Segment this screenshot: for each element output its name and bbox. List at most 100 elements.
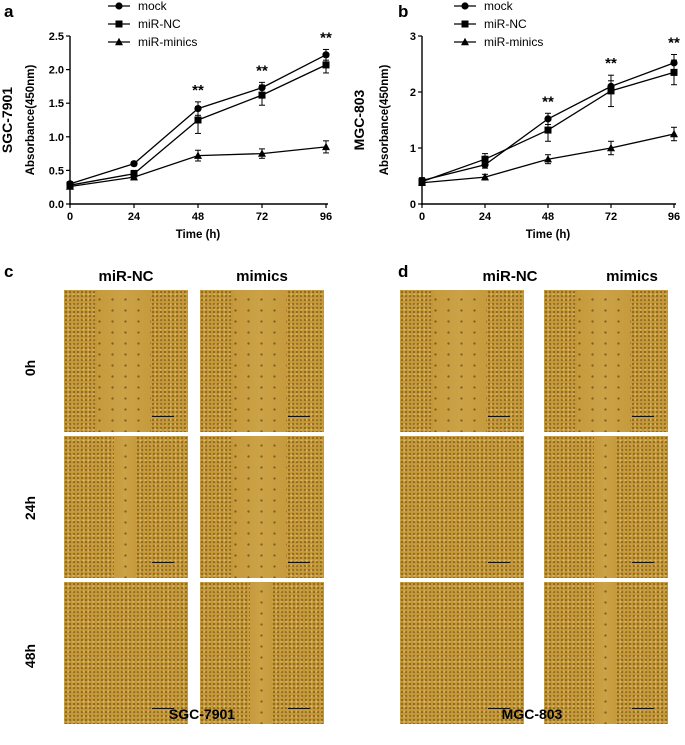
significance-marker: ** (256, 62, 268, 79)
legend-label-miR-minics: miR-minics (138, 35, 197, 49)
scale-bar (288, 561, 310, 563)
scale-bar (632, 415, 654, 417)
micrograph-mgc-803-mir-nc-0h (400, 290, 524, 432)
cell-layer (400, 582, 524, 724)
data-point-miR-minics (194, 151, 202, 159)
legend-marker-miR-minics (461, 37, 469, 46)
y-tick-label: 2 (410, 87, 416, 99)
legend-label-mock: mock (138, 0, 168, 13)
scale-bar (152, 561, 174, 563)
col-header-c-mimics: mimics (236, 268, 288, 285)
data-point-miR-minics (130, 172, 138, 181)
cell-layer-left (400, 290, 434, 432)
x-axis-label: Time (h) (176, 229, 221, 241)
cell-layer-right (271, 582, 324, 724)
cell-layer-right (630, 290, 668, 432)
x-tick-label: 72 (605, 211, 617, 223)
cell-layer-left (64, 436, 114, 578)
micrograph-mgc-803-mir-nc-24h (400, 436, 524, 578)
cell-layer (400, 436, 524, 578)
x-tick-label: 0 (419, 211, 425, 223)
panel-label-b: b (398, 2, 409, 21)
row-label-48h: 48h (22, 643, 38, 669)
cell-layer-right (150, 290, 188, 432)
x-axis-label: Time (h) (526, 229, 571, 241)
cell-layer-right (615, 582, 668, 724)
x-tick-label: 72 (256, 211, 268, 223)
cell-layer-right (486, 290, 524, 432)
cell-line-axis-title: SGC-7901 (0, 87, 15, 153)
micrograph-sgc-7901-mir-nc-0h (64, 290, 188, 432)
scale-bar (152, 415, 174, 417)
x-tick-label: 0 (67, 211, 73, 223)
legend-label-miR-NC: miR-NC (484, 17, 527, 31)
legend-label-miR-minics: miR-minics (484, 35, 543, 49)
cell-layer-right (286, 290, 324, 432)
data-point-miR-NC (670, 68, 678, 76)
micrograph-sgc-7901-mimics-24h (200, 436, 324, 578)
micrograph-sgc-7901-mir-nc-24h (64, 436, 188, 578)
data-point-miR-minics (607, 143, 615, 152)
cell-layer-right (615, 436, 668, 578)
data-point-miR-NC (258, 91, 266, 99)
cell-layer-right (286, 436, 324, 578)
y-tick-label: 1.5 (49, 98, 64, 110)
scale-bar (488, 707, 510, 709)
col-header-c-mirnc: miR-NC (98, 268, 154, 285)
scale-bar (288, 415, 310, 417)
x-tick-label: 24 (479, 211, 492, 223)
data-point-miR-minics (670, 129, 678, 138)
scale-bar (632, 561, 654, 563)
chart-b: 0 1 2 3 0 24 48 72 96 Time (h) Absorbance(450nm) MG… (351, 0, 680, 241)
legend-marker-miR-minics (115, 37, 123, 46)
data-point-miR-minics (481, 172, 489, 181)
scale-bar (288, 707, 310, 709)
cell-line-axis-title: MGC-803 (351, 89, 367, 150)
cell-layer-left (544, 582, 594, 724)
significance-marker: ** (192, 82, 204, 99)
data-point-miR-minics (258, 149, 266, 157)
cell-line-label-mgc803: MGC-803 (501, 706, 563, 722)
micrograph-sgc-7901-mimics-48h (200, 582, 324, 724)
cell-layer-left (544, 436, 594, 578)
data-point-miR-NC (607, 87, 615, 95)
y-tick-label: 0.0 (49, 199, 64, 211)
data-point-miR-NC (322, 61, 330, 69)
col-header-d-mirnc: miR-NC (482, 268, 538, 285)
micrograph-sgc-7901-mimics-0h (200, 290, 324, 432)
micrograph-mgc-803-mimics-24h (544, 436, 668, 578)
legend-marker-miR-NC (115, 20, 123, 28)
x-tick-label: 96 (320, 211, 332, 223)
data-point-miR-NC (194, 116, 202, 124)
cell-line-label-sgc7901: SGC-7901 (168, 706, 236, 722)
legend-marker-miR-NC (461, 20, 469, 28)
y-axis-label: Absorbance(450nm) (25, 65, 37, 176)
cell-layer-left (200, 436, 234, 578)
scale-bar (632, 707, 654, 709)
col-header-d-mimics: mimics (606, 268, 658, 285)
y-tick-label: 1 (410, 143, 416, 155)
row-label-24h: 24h (22, 495, 38, 521)
cell-layer-left (544, 290, 578, 432)
legend-marker-mock (115, 2, 123, 10)
cell-layer (64, 582, 188, 724)
x-tick-label: 48 (542, 211, 554, 223)
micrograph-sgc-7901-mir-nc-48h (64, 582, 188, 724)
micrograph-mgc-803-mimics-48h (544, 582, 668, 724)
significance-marker: ** (668, 34, 680, 51)
data-point-miR-NC (544, 126, 552, 134)
panel-label-d: d (398, 262, 409, 281)
y-axis-label: Absorbance(450nm) (379, 65, 391, 176)
significance-marker: ** (605, 55, 617, 72)
legend-label-miR-NC: miR-NC (138, 17, 181, 31)
cell-layer-left (200, 290, 234, 432)
chart-a: 0.0 0.5 1.0 1.5 2.0 2.5 0 24 48 72 96 Time (h) Absor… (0, 0, 332, 241)
scale-bar (488, 415, 510, 417)
data-point-miR-minics (66, 182, 74, 190)
cell-layer-left (200, 582, 250, 724)
scale-bar (152, 707, 174, 709)
significance-marker: ** (320, 29, 332, 46)
cell-layer-right (135, 436, 188, 578)
data-point-miR-minics (322, 142, 330, 151)
x-tick-label: 48 (192, 211, 204, 223)
